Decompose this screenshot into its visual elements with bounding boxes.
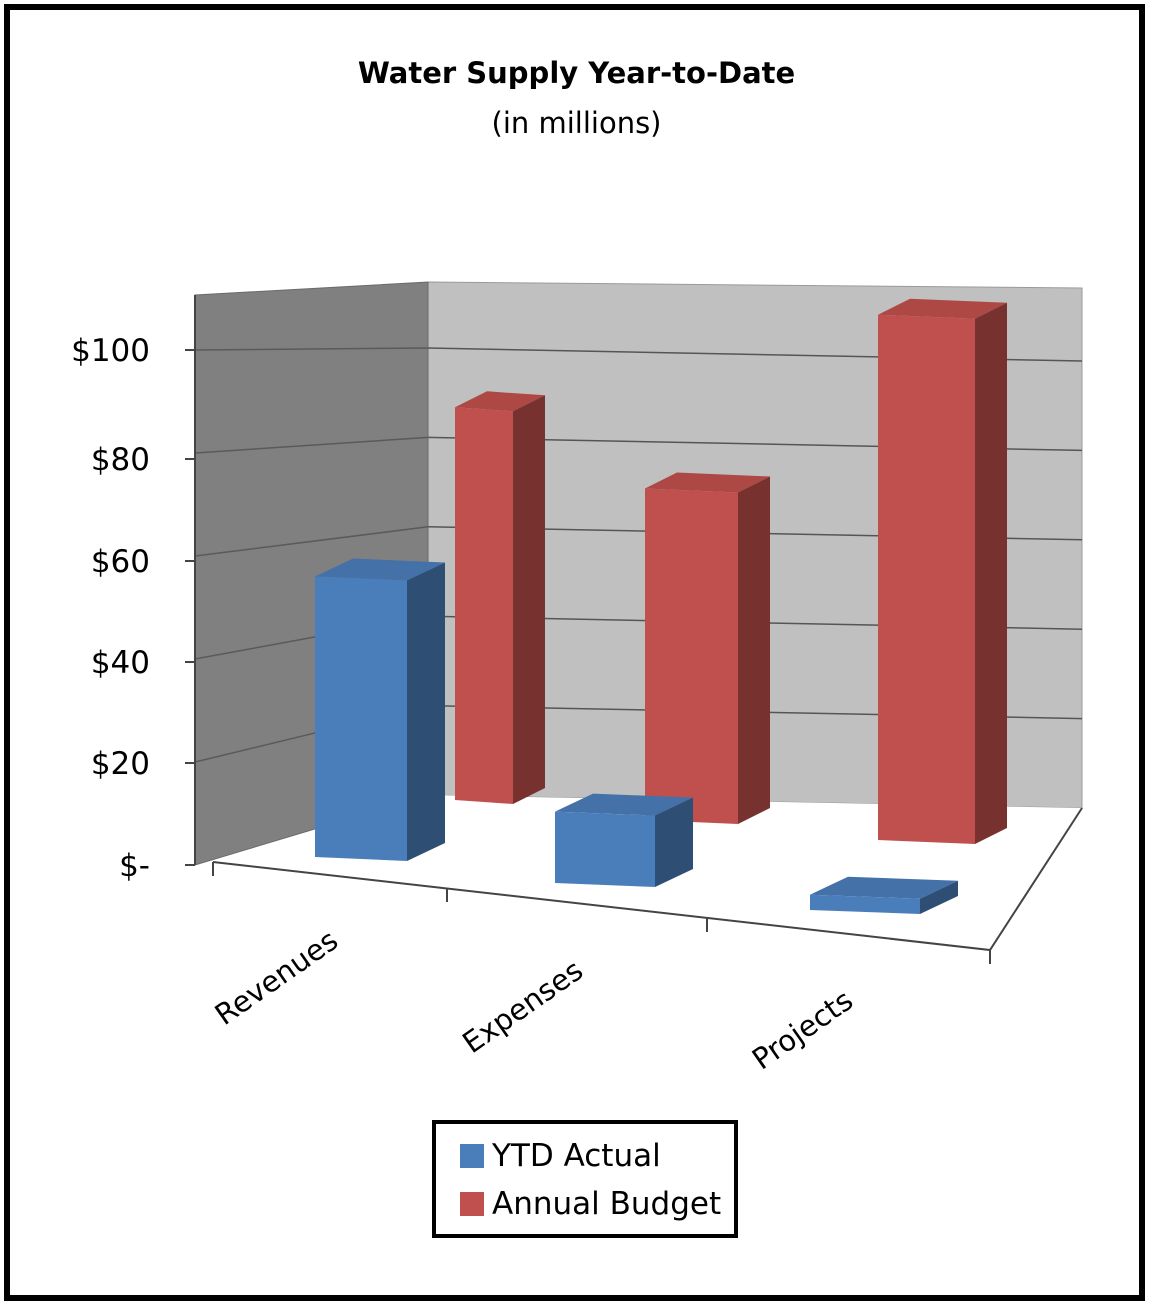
bar-ytd-actual-revenues-side — [407, 562, 445, 861]
bar-ytd-actual-projects-side — [920, 880, 958, 914]
bar-annual-budget-projects-front — [878, 314, 975, 844]
chart-subtitle: (in millions) — [491, 106, 662, 140]
bar-ytd-actual-projects-top — [810, 876, 958, 899]
bar-ytd-actual-expenses-side — [655, 797, 693, 887]
bars-ytd-actual — [315, 558, 958, 914]
bar-annual-budget-revenues-top — [455, 391, 545, 412]
bar-annual-budget-projects — [878, 298, 1007, 844]
bar-ytd-actual-revenues — [315, 558, 445, 861]
gridline-side-60 — [194, 526, 429, 557]
category-label-revenues: Revenues — [209, 923, 344, 1032]
y-tick-label-0: $- — [119, 848, 150, 884]
bar-annual-budget-revenues-front — [455, 407, 513, 804]
y-tick-label-3: $60 — [91, 544, 150, 580]
bar-ytd-actual-revenues-front — [315, 576, 407, 861]
bar-annual-budget-expenses-top — [645, 472, 770, 493]
bar-ytd-actual-expenses-top — [555, 793, 693, 816]
bar-annual-budget-expenses — [645, 472, 770, 824]
bars-annual-budget — [455, 298, 1007, 844]
bar-annual-budget-expenses-side — [738, 476, 770, 824]
legend-item-ytd-actual: YTD Actual — [460, 1136, 661, 1176]
legend: YTD Actual Annual Budget — [432, 1120, 738, 1238]
bar-annual-budget-projects-side — [975, 302, 1007, 844]
bar-ytd-actual-expenses — [555, 793, 693, 887]
category-label-expenses: Expenses — [456, 953, 589, 1060]
x-axis-category-labels: Revenues Expenses Projects — [209, 923, 859, 1076]
y-axis-tick-labels: $- $20 $40 $60 $80 $100 — [71, 333, 150, 884]
y-tick-label-1: $20 — [91, 746, 150, 782]
bar-annual-budget-revenues — [455, 391, 545, 804]
bar-ytd-actual-projects — [810, 876, 958, 914]
chart-title: Water Supply Year-to-Date — [357, 56, 796, 90]
legend-label-annual-budget: Annual Budget — [492, 1186, 722, 1222]
category-label-projects: Projects — [746, 983, 859, 1076]
legend-label-ytd-actual: YTD Actual — [492, 1138, 661, 1174]
legend-swatch-ytd-actual — [460, 1144, 484, 1168]
bar-ytd-actual-projects-front — [810, 894, 920, 914]
bar-annual-budget-projects-top — [878, 298, 1007, 319]
y-tick-label-5: $100 — [71, 333, 150, 369]
y-tick-label-4: $80 — [91, 442, 150, 478]
bar-ytd-actual-revenues-top — [315, 558, 445, 581]
legend-item-annual-budget: Annual Budget — [460, 1184, 721, 1224]
bar-annual-budget-revenues-side — [513, 395, 545, 804]
bar-annual-budget-expenses-front — [645, 488, 738, 824]
y-tick-label-2: $40 — [91, 645, 150, 681]
gridline-side-80 — [194, 436, 429, 454]
bar-ytd-actual-expenses-front — [555, 811, 655, 887]
gridline-side-100 — [194, 347, 429, 351]
legend-swatch-annual-budget — [460, 1192, 484, 1216]
